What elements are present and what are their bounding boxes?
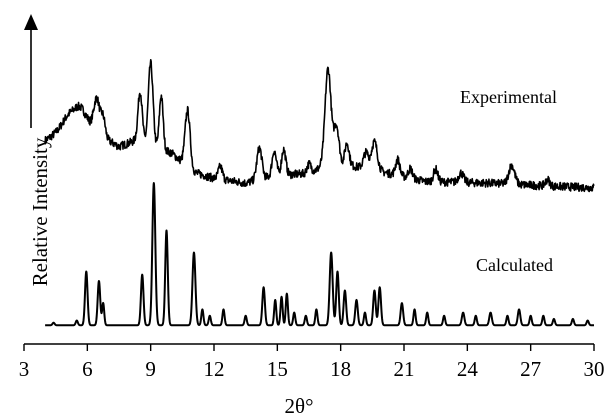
x-tick-label: 9 [145,357,156,381]
x-tick-label: 24 [457,357,479,381]
x-tick-label: 6 [82,357,93,381]
x-tick-label: 30 [584,357,605,381]
y-axis-indicator [24,14,38,128]
y-axis-label: Relative Intensity [28,137,52,286]
x-tick-label: 18 [330,357,351,381]
series-label-experimental: Experimental [460,87,557,107]
series-line-calculated [44,182,595,327]
series-line-experimental [44,58,595,193]
x-tick-label: 3 [19,357,30,381]
x-tick-label: 15 [267,357,288,381]
x-tick-label: 21 [394,357,415,381]
plot-series [44,58,595,327]
x-axis: 3 6 9 12 15 18 21 24 27 30 [19,343,605,381]
x-tick-label: 27 [520,357,541,381]
y-arrow-head [24,14,38,30]
series-label-calculated: Calculated [476,255,553,275]
x-tick-label: 12 [204,357,225,381]
x-axis-label: 2θ° [285,394,314,418]
